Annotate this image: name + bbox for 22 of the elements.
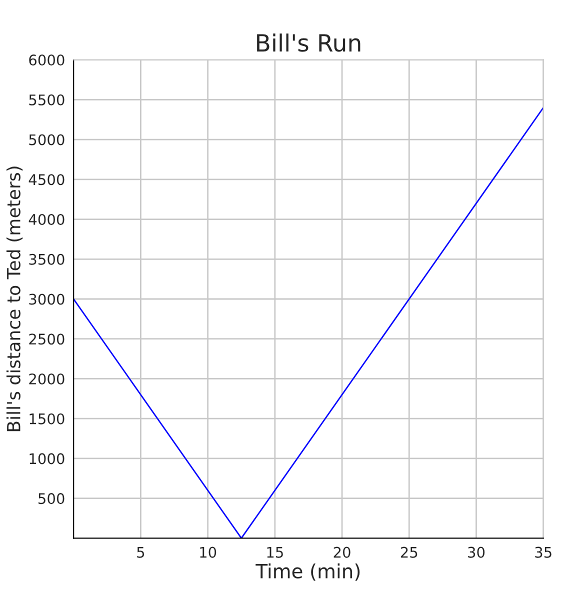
- y-tick-label: 3000: [29, 294, 64, 305]
- x-tick-label: 30: [468, 546, 485, 558]
- x-axis-title: Time (min): [256, 563, 360, 581]
- y-tick-label: 1000: [30, 453, 64, 464]
- y-tick-label: 4500: [28, 174, 64, 186]
- y-axis-title: Bill's distance to Ted (meters): [6, 166, 23, 432]
- x-tick-label: 15: [267, 546, 283, 558]
- y-tick-label: 3500: [29, 254, 64, 265]
- y-tick-label: 2500: [29, 334, 64, 345]
- y-tick-label: 1500: [30, 413, 64, 424]
- y-tick-label: 5000: [29, 134, 64, 146]
- x-tick-label: 10: [200, 546, 216, 558]
- y-tick-label: 6000: [29, 54, 64, 66]
- x-tick-label: 5: [137, 546, 144, 558]
- chart-title: Bill's Run: [257, 34, 360, 52]
- y-tick-label: 2000: [29, 373, 64, 384]
- x-tick-label: 20: [334, 546, 350, 558]
- y-tick-label: 500: [38, 493, 64, 504]
- y-tick-label: 4000: [28, 214, 64, 226]
- x-tick-label: 25: [400, 546, 418, 558]
- x-tick-label: 35: [535, 546, 552, 558]
- y-tick-label: 5500: [29, 94, 64, 106]
